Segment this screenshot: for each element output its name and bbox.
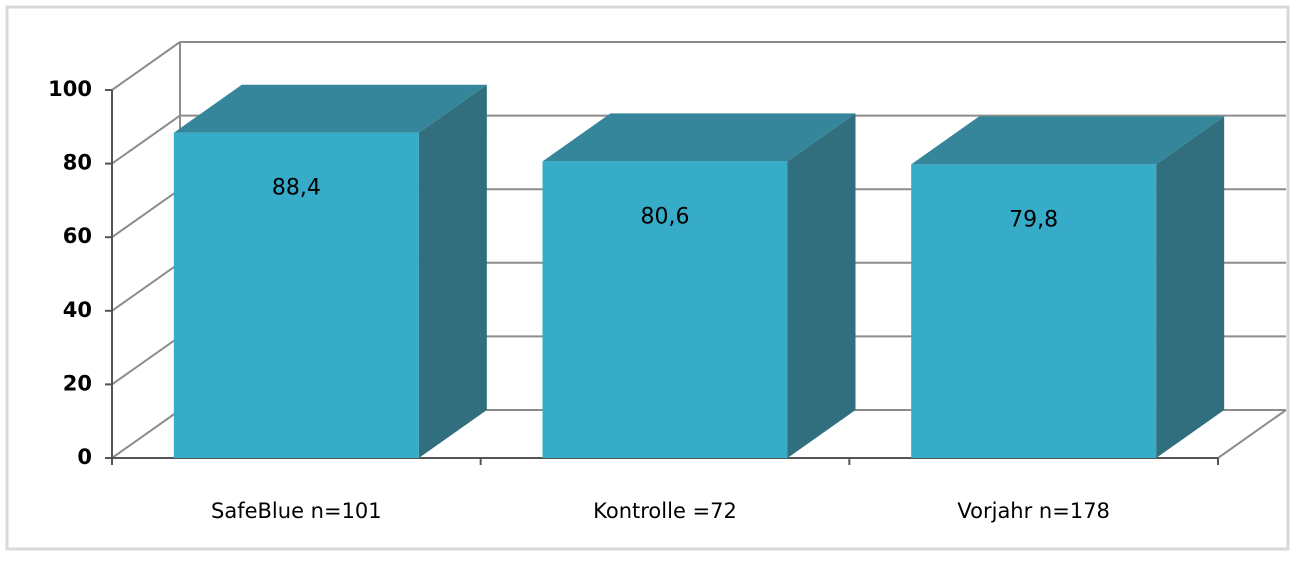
value-label: 88,4 [272,176,321,201]
x-tick-label: SafeBlue n=101 [211,499,382,523]
x-tick-label: Vorjahr n=178 [957,499,1110,523]
bar-side [418,84,487,459]
bar [911,164,1157,458]
bar-side [1156,116,1225,458]
bar-side [787,113,856,458]
grid-line [111,114,181,165]
y-tick-label: 20 [63,371,92,395]
y-tick-label: 60 [63,224,92,248]
y-tick-label: 80 [63,151,92,175]
value-label: 80,6 [641,204,690,229]
grid-line [111,261,181,312]
grid-line [111,409,181,459]
grid-line [111,335,181,386]
bar-top [542,113,856,162]
bar [173,132,419,459]
y-tick-label: 100 [48,77,92,101]
bar-top [911,116,1225,165]
grid-line [111,41,181,91]
x-tick-label: Kontrolle =72 [593,499,737,523]
floor-edge [1217,409,1287,459]
y-tick-label: 0 [77,445,92,469]
y-tick-label: 40 [63,298,92,322]
grid-line [111,188,181,239]
value-label: 79,8 [1009,207,1058,232]
bar [542,161,788,458]
bar-top [173,84,487,133]
